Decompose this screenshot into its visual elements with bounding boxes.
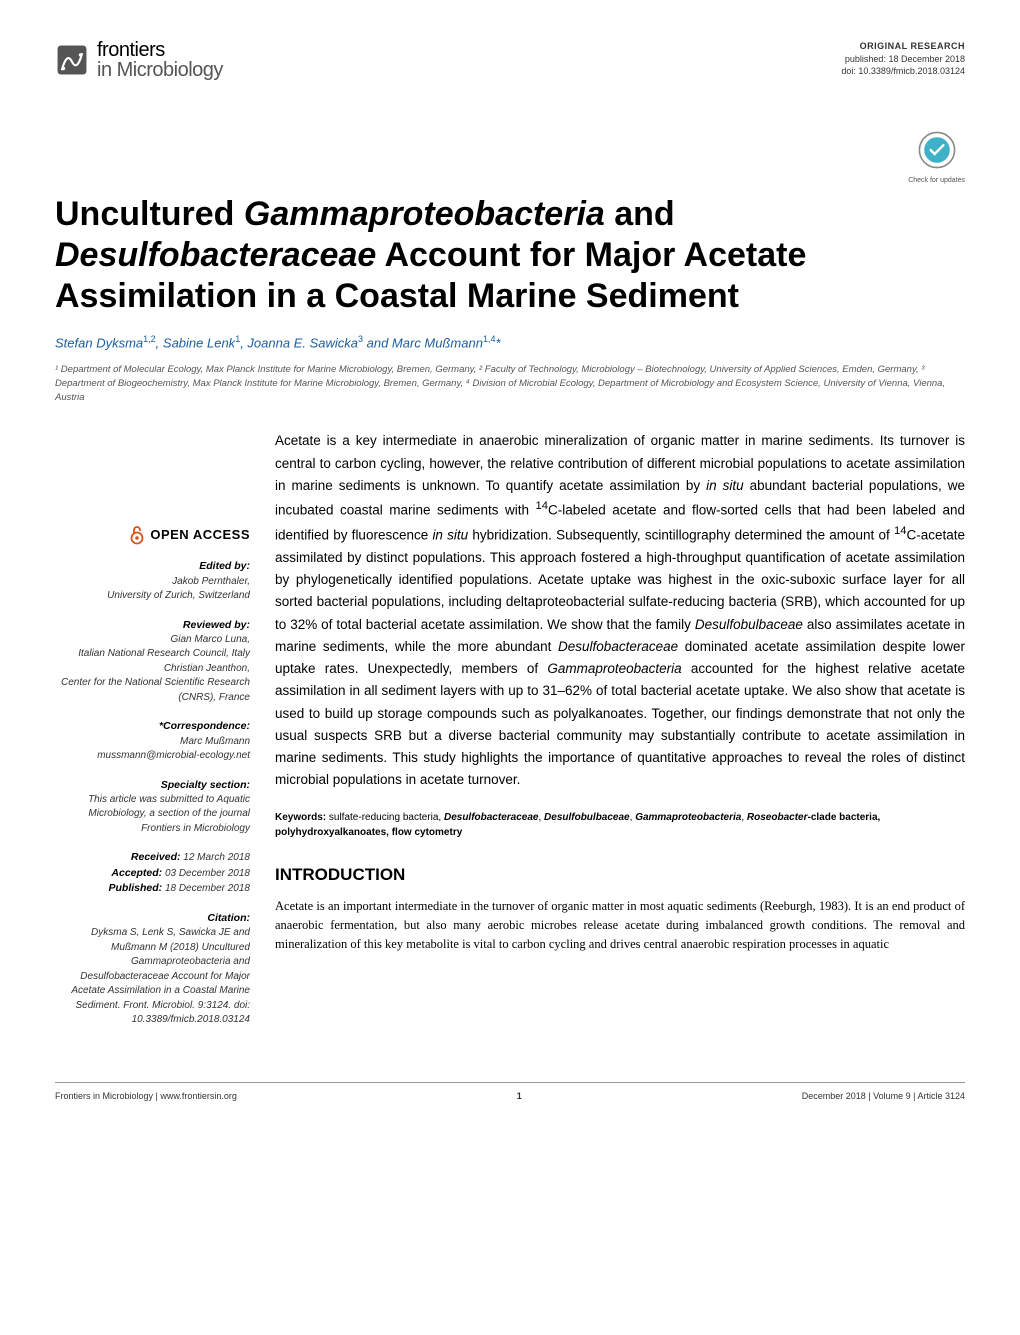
reviewed-by-label: Reviewed by: [55,618,250,633]
specialty-body: This article was submitted to Aquatic Mi… [55,793,250,837]
citation-section: Citation: Dyksma S, Lenk S, Sawicka JE a… [55,911,250,1028]
published-date: Published: [108,882,162,894]
introduction-heading: INTRODUCTION [275,865,965,885]
publish-date: published: 18 December 2018 [841,53,965,66]
editor-affiliation: University of Zurich, Switzerland [55,589,250,604]
editor-name: Jakob Pernthaler, [55,575,250,590]
correspondence-email[interactable]: mussmann@microbial-ecology.net [55,749,250,764]
edited-by-section: Edited by: Jakob Pernthaler, University … [55,559,250,603]
two-column-layout: OPEN ACCESS Edited by: Jakob Pernthaler,… [55,430,965,1041]
accepted-date: Accepted: [111,867,162,879]
keywords-label: Keywords: [275,812,326,823]
correspondence-label: *Correspondence: [55,719,250,734]
article-title: Uncultured Gammaproteobacteria and Desul… [55,194,965,316]
reviewed-by-section: Reviewed by: Gian Marco Luna, Italian Na… [55,618,250,706]
sidebar: OPEN ACCESS Edited by: Jakob Pernthaler,… [55,430,250,1041]
specialty-section: Specialty section: This article was subm… [55,778,250,837]
open-access-label: OPEN ACCESS [150,526,250,545]
published-value: 18 December 2018 [165,883,250,894]
frontiers-logo-icon [55,43,89,77]
logo-journal: in Microbiology [97,60,223,80]
journal-logo: frontiers in Microbiology [55,40,223,80]
page-header: frontiers in Microbiology ORIGINAL RESEA… [55,40,965,80]
crossmark-badge[interactable]: Check for updates [908,130,965,184]
footer-right: December 2018 | Volume 9 | Article 3124 [802,1091,965,1101]
page-number: 1 [517,1091,522,1101]
correspondence-section: *Correspondence: Marc Mußmann mussmann@m… [55,719,250,763]
dates-section: Received: 12 March 2018 Accepted: 03 Dec… [55,850,250,897]
footer-left[interactable]: Frontiers in Microbiology | www.frontier… [55,1091,237,1101]
citation-label: Citation: [55,911,250,926]
received-value: 12 March 2018 [183,852,250,863]
received-date: Received: [131,851,181,863]
edited-by-label: Edited by: [55,559,250,574]
introduction-body: Acetate is an important intermediate in … [275,897,965,955]
reviewer-2-affiliation: Center for the National Scientific Resea… [55,676,250,705]
article-type: ORIGINAL RESEARCH [841,40,965,53]
author-list[interactable]: Stefan Dyksma1,2, Sabine Lenk1, Joanna E… [55,334,965,350]
open-access-badge: OPEN ACCESS [55,525,250,545]
affiliations: ¹ Department of Molecular Ecology, Max P… [55,363,965,406]
journal-logo-text: frontiers in Microbiology [97,40,223,80]
open-access-icon [130,525,144,545]
doi-line[interactable]: doi: 10.3389/fmicb.2018.03124 [841,65,965,78]
citation-body: Dyksma S, Lenk S, Sawicka JE and Mußmann… [55,926,250,1028]
accepted-value: 03 December 2018 [165,868,250,879]
specialty-label: Specialty section: [55,778,250,793]
reviewer-2-name: Christian Jeanthon, [55,662,250,677]
logo-brand: frontiers [97,40,223,60]
main-column: Acetate is a key intermediate in anaerob… [275,430,965,1041]
reviewer-1-affiliation: Italian National Research Council, Italy [55,647,250,662]
keywords: Keywords: sulfate-reducing bacteria, Des… [275,810,965,840]
crossmark-icon [917,130,957,170]
crossmark-label: Check for updates [908,177,965,184]
article-meta: ORIGINAL RESEARCH published: 18 December… [841,40,965,78]
page-footer: Frontiers in Microbiology | www.frontier… [55,1082,965,1101]
abstract-text: Acetate is a key intermediate in anaerob… [275,430,965,791]
reviewer-1-name: Gian Marco Luna, [55,633,250,648]
correspondence-name: Marc Mußmann [55,735,250,750]
